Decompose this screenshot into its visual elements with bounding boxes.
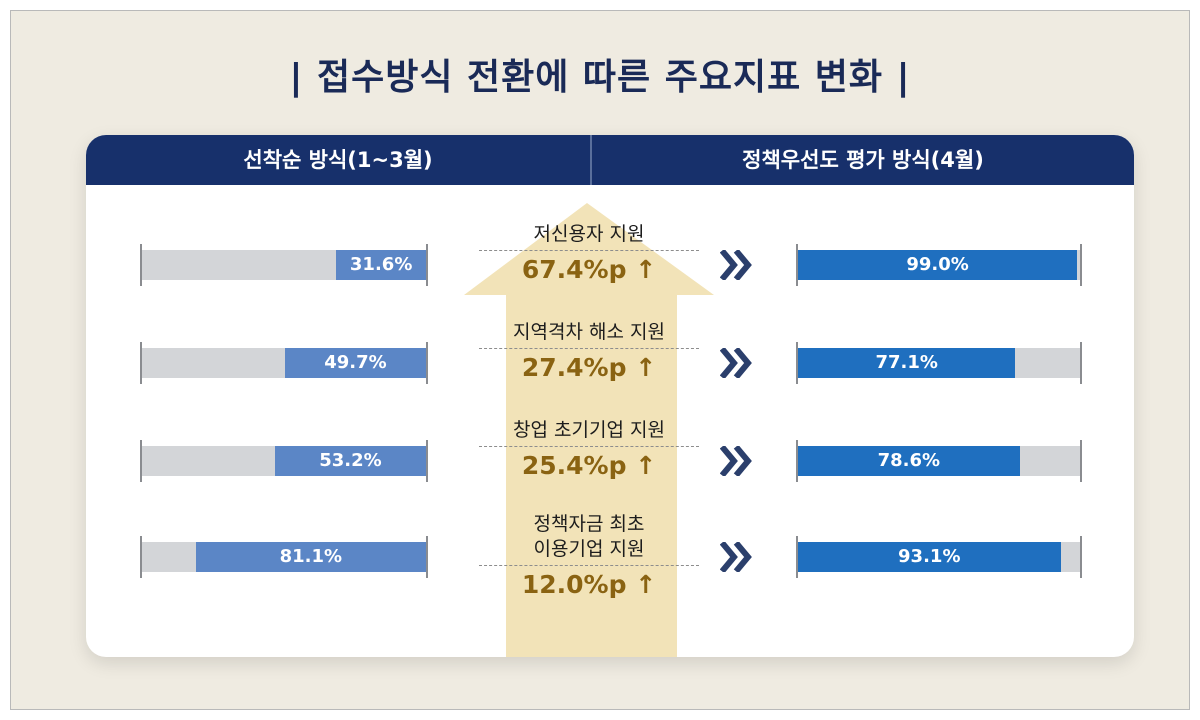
- header-left: 선착순 방식(1~3월): [86, 135, 590, 185]
- right-bar-start-tick: [796, 440, 798, 482]
- double-chevron-right-icon: [720, 348, 752, 378]
- left-bar-start-tick: [140, 440, 142, 482]
- right-bar-end-tick: [1080, 536, 1082, 578]
- right-bar-track: 93.1%: [798, 542, 1080, 572]
- right-bar-end-tick: [1080, 342, 1082, 384]
- right-bar-start-tick: [796, 244, 798, 286]
- right-bar-track: 99.0%: [798, 250, 1080, 280]
- right-bar-track: 77.1%: [798, 348, 1080, 378]
- left-bar-label: 31.6%: [349, 254, 413, 275]
- change-value: 12.0%p ↑: [521, 570, 657, 599]
- category-label: 저신용자 지원: [479, 222, 699, 251]
- category-label-line: 정책자금 최초: [533, 513, 645, 535]
- right-bar: 99.0%: [798, 250, 1078, 280]
- left-bar-track: 53.2%: [142, 446, 426, 476]
- left-bar-end-tick: [426, 440, 428, 482]
- left-bar: 49.7%: [284, 348, 426, 378]
- left-bar-track: 31.6%: [142, 250, 426, 280]
- left-bar-start-tick: [140, 342, 142, 384]
- page-title: | 접수방식 전환에 따른 주요지표 변화 |: [289, 57, 911, 98]
- category-label-line: 저신용자 지원: [533, 223, 645, 245]
- right-bar: 77.1%: [798, 348, 1016, 378]
- left-bar-end-tick: [426, 244, 428, 286]
- right-bar-end-tick: [1080, 244, 1082, 286]
- left-bar-label: 53.2%: [319, 450, 382, 471]
- right-bar: 78.6%: [798, 446, 1020, 476]
- left-bar-end-tick: [426, 536, 428, 578]
- left-bar: 53.2%: [274, 446, 426, 476]
- change-value: 27.4%p ↑: [521, 353, 657, 382]
- right-bar-start-tick: [796, 536, 798, 578]
- right-bar-start-tick: [796, 342, 798, 384]
- left-bar-end-tick: [426, 342, 428, 384]
- right-bar: 93.1%: [798, 542, 1061, 572]
- category-label-line: 창업 초기기업 지원: [513, 419, 665, 441]
- left-bar-label: 81.1%: [279, 546, 343, 567]
- right-bar-label: 78.6%: [877, 450, 941, 471]
- left-bar-track: 49.7%: [142, 348, 426, 378]
- left-bar-start-tick: [140, 244, 142, 286]
- header-divider: [590, 135, 592, 185]
- up-arrow-shape: [464, 203, 714, 657]
- left-bar: 81.1%: [195, 542, 426, 572]
- right-bar-end-tick: [1080, 440, 1082, 482]
- double-chevron-right-icon: [720, 542, 752, 572]
- change-value: 67.4%p ↑: [521, 255, 657, 284]
- category-label-line: 이용기업 지원: [533, 538, 645, 560]
- left-bar-track: 81.1%: [142, 542, 426, 572]
- chart-card: 선착순 방식(1~3월) 정책우선도 평가 방식(4월) 31.6% 99.0% 저…: [86, 135, 1134, 657]
- up-arrow-icon: [464, 203, 714, 657]
- left-bar-start-tick: [140, 536, 142, 578]
- category-label: 지역격차 해소 지원: [479, 320, 699, 349]
- change-value: 25.4%p ↑: [521, 451, 657, 480]
- category-label: 창업 초기기업 지원: [479, 418, 699, 447]
- left-bar: 31.6%: [336, 250, 426, 280]
- double-chevron-right-icon: [720, 446, 752, 476]
- category-label-line: 지역격차 해소 지원: [513, 321, 665, 343]
- right-bar-label: 99.0%: [906, 254, 969, 275]
- header-right: 정책우선도 평가 방식(4월): [592, 135, 1134, 185]
- right-bar-label: 77.1%: [875, 352, 938, 373]
- left-bar-label: 49.7%: [324, 352, 387, 373]
- right-bar-track: 78.6%: [798, 446, 1080, 476]
- right-bar-label: 93.1%: [898, 546, 961, 567]
- double-chevron-right-icon: [720, 250, 752, 280]
